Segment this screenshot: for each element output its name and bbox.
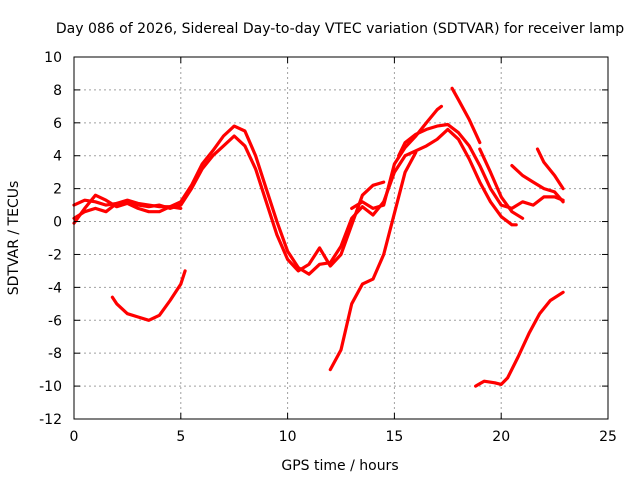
- y-tick-label: 0: [53, 215, 62, 231]
- x-tick-label: 5: [176, 429, 185, 445]
- data-series: [72, 86, 565, 388]
- x-tick-label: 20: [492, 429, 510, 445]
- x-tick-label: 25: [599, 429, 617, 445]
- y-axis-label: SDTVAR / TECUs: [6, 181, 22, 296]
- y-tick-label: 8: [53, 83, 62, 99]
- y-tick-label: 2: [53, 182, 62, 198]
- x-tick-label: 10: [279, 429, 297, 445]
- series-line-track-1: [72, 124, 518, 276]
- series-line-track-3: [72, 193, 183, 225]
- chart-title: Day 086 of 2026, Sidereal Day-to-day VTE…: [56, 21, 624, 37]
- y-tick-label: 10: [44, 50, 62, 66]
- series-line-track-7: [478, 147, 525, 220]
- y-tick-label: -2: [48, 247, 62, 263]
- y-tick-label: 4: [53, 149, 62, 165]
- x-axis-label: GPS time / hours: [281, 458, 398, 474]
- y-tick-label: -12: [39, 412, 62, 428]
- plot-frame: [73, 56, 609, 420]
- series-line-track-10: [110, 269, 187, 322]
- y-tick-label: -4: [48, 280, 62, 296]
- x-tick-label: 15: [385, 429, 403, 445]
- series-line-track-11: [328, 150, 418, 372]
- series-line-track-8: [510, 164, 565, 204]
- x-axis-ticks: 0 5 10 15 20 25: [70, 57, 617, 445]
- series-line-track-9: [535, 147, 565, 191]
- y-tick-label: -10: [39, 379, 62, 395]
- y-axis-ticks: -12 -10 -8 -6 -4 -2 0 2 4 6 8 10: [39, 50, 608, 428]
- series-line-track-2: [72, 134, 386, 273]
- series-line-track-5: [397, 122, 565, 210]
- y-tick-label: -6: [48, 313, 62, 329]
- grid: [74, 57, 608, 419]
- y-tick-label: -8: [48, 346, 62, 362]
- series-line-track-6: [450, 86, 482, 145]
- y-tick-label: 6: [53, 116, 62, 132]
- x-tick-label: 0: [70, 429, 79, 445]
- series-line-track-12: [474, 290, 565, 388]
